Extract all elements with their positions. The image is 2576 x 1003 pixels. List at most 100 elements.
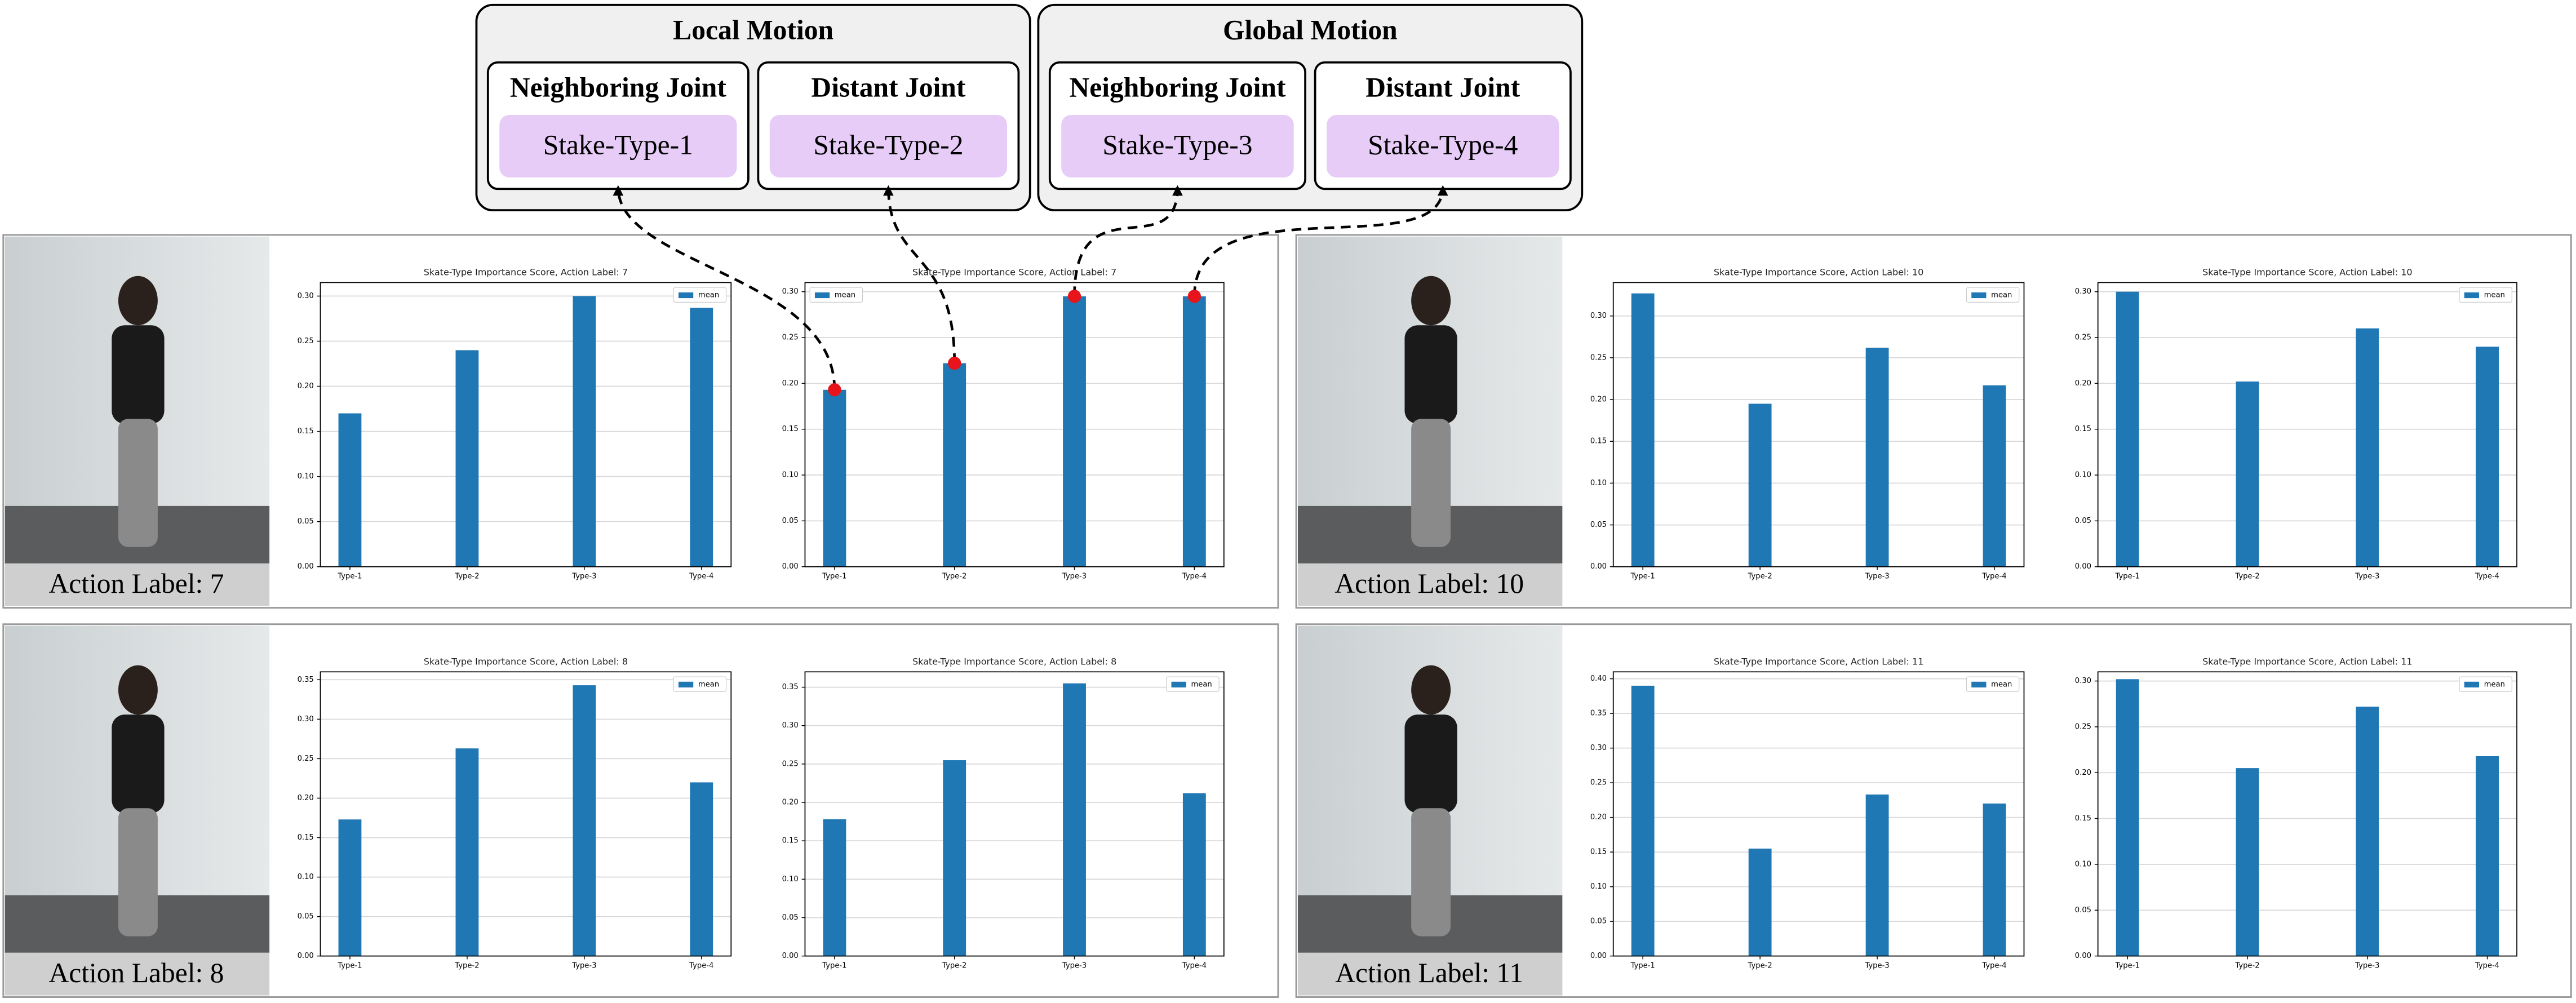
bar (690, 308, 713, 567)
x-tick-label: Type-2 (2234, 572, 2259, 581)
x-tick-label: Type-4 (689, 572, 713, 581)
y-tick-label: 0.30 (1590, 744, 1607, 752)
person-head (118, 665, 158, 715)
highlight-dot (1067, 290, 1081, 303)
y-tick-label: 0.20 (782, 379, 799, 388)
legend-box (673, 676, 727, 692)
bar (573, 296, 596, 567)
plot-frame (1612, 671, 2025, 957)
bar (1865, 348, 1889, 567)
x-tick-label: Type-4 (1182, 962, 1207, 970)
person-legs (1411, 808, 1451, 937)
y-tick-label: 0.00 (298, 952, 314, 960)
bar (2356, 707, 2379, 956)
y-tick-label: 0.05 (782, 913, 799, 922)
x-tick-label: Type-4 (2475, 572, 2499, 581)
label-bar (1297, 952, 1563, 996)
person-head (118, 276, 158, 326)
y-tick-label: 0.15 (1590, 437, 1607, 446)
joint-title: Distant Joint (811, 72, 965, 103)
person-body (112, 714, 165, 814)
bar (573, 685, 596, 956)
y-tick-label: 0.10 (782, 471, 799, 480)
chart-title: Skate-Type Importance Score, Action Labe… (424, 656, 628, 667)
bar (823, 389, 846, 567)
y-tick-label: 0.00 (1590, 952, 1607, 960)
x-tick-label: Type-2 (1748, 962, 1772, 970)
person-legs (118, 419, 158, 547)
y-tick-label: 0.30 (782, 287, 799, 296)
x-tick-label: Type-1 (1630, 962, 1655, 970)
x-tick-label: Type-3 (571, 572, 596, 581)
y-tick-label: 0.20 (1590, 813, 1607, 822)
y-tick-label: 0.15 (298, 427, 314, 436)
bar (1748, 403, 1772, 567)
y-tick-label: 0.20 (2075, 769, 2091, 777)
legend-label: mean (698, 291, 719, 300)
bar (2476, 756, 2499, 956)
person-body (112, 325, 165, 424)
y-tick-label: 0.25 (782, 760, 799, 768)
y-tick-label: 0.20 (298, 382, 314, 390)
link-arrow (883, 185, 956, 363)
bar (1182, 793, 1206, 956)
y-tick-label: 0.25 (2075, 334, 2091, 342)
x-tick-label: Type-3 (1062, 572, 1087, 581)
highlight-dot (948, 356, 961, 370)
bar (338, 819, 362, 956)
joint-title: Distant Joint (1365, 72, 1520, 103)
x-tick-label: Type-4 (1981, 962, 2006, 970)
stake-type-label: Stake-Type-1 (543, 130, 693, 161)
legend-box (2459, 676, 2512, 692)
stake-type-box (1327, 115, 1559, 177)
chart-title: Skate-Type Importance Score, Action Labe… (2202, 656, 2413, 667)
legend-label: mean (2484, 291, 2505, 300)
bar (690, 782, 713, 956)
x-tick-label: Type-1 (2115, 572, 2140, 581)
x-tick-label: Type-4 (689, 962, 713, 970)
bar (2116, 679, 2139, 956)
y-tick-label: 0.25 (2075, 722, 2091, 731)
y-tick-label: 0.15 (782, 837, 799, 845)
bar (1631, 293, 1655, 567)
x-tick-label: Type-3 (1062, 962, 1087, 970)
x-tick-label: Type-2 (942, 962, 966, 970)
y-tick-label: 0.25 (1590, 779, 1607, 787)
person-body (1404, 714, 1457, 814)
y-tick-label: 0.30 (2075, 677, 2091, 685)
label-bar (1297, 563, 1563, 606)
x-tick-label: Type-1 (2115, 962, 2140, 970)
chart-title: Skate-Type Importance Score, Action Labe… (1714, 267, 1924, 277)
bar (943, 363, 966, 567)
legend-swatch (678, 292, 694, 299)
chart-title: Skate-Type Importance Score, Action Labe… (2202, 267, 2413, 277)
y-tick-label: 0.00 (2075, 562, 2091, 571)
x-tick-label: Type-1 (337, 962, 362, 970)
stake-type-box (1061, 115, 1294, 177)
x-tick-label: Type-1 (822, 572, 846, 581)
x-tick-label: Type-2 (454, 572, 479, 581)
bar (1063, 296, 1086, 567)
stake-type-label: Stake-Type-4 (1368, 130, 1518, 161)
y-tick-label: 0.15 (2075, 425, 2091, 433)
y-tick-label: 0.20 (1590, 396, 1607, 404)
plot-frame (320, 671, 732, 957)
bar (1983, 385, 2006, 567)
plot-frame (804, 282, 1225, 567)
legend-label: mean (1191, 681, 1212, 689)
bar (455, 350, 479, 567)
bar (1865, 795, 1889, 956)
x-tick-label: Type-4 (1182, 572, 1207, 581)
plot-frame (320, 282, 732, 567)
legend-swatch (1971, 681, 1987, 687)
y-tick-label: 0.35 (782, 683, 799, 691)
x-tick-label: Type-1 (337, 572, 362, 581)
legend-label: mean (1991, 681, 2012, 689)
y-tick-label: 0.25 (298, 755, 314, 763)
x-tick-label: Type-2 (2234, 962, 2259, 970)
bar (2116, 291, 2139, 567)
legend-box (809, 287, 863, 303)
y-tick-label: 0.30 (298, 292, 314, 300)
